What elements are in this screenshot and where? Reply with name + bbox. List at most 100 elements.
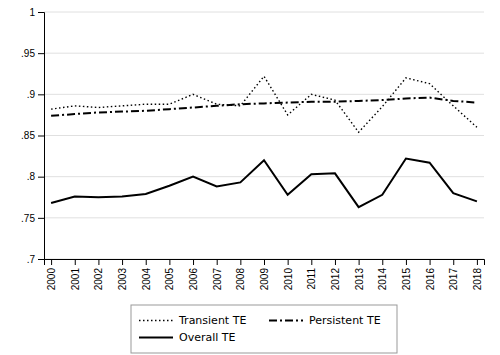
x-tick-label: 2012 bbox=[330, 268, 341, 291]
x-tick-label: 2000 bbox=[46, 268, 57, 291]
legend-label: Overall TE bbox=[179, 331, 236, 344]
x-tick-mark bbox=[51, 259, 52, 265]
x-tick-mark bbox=[335, 259, 336, 265]
x-tick-mark bbox=[359, 259, 360, 265]
y-tick: .75 bbox=[21, 213, 44, 224]
x-tick-label: 2003 bbox=[117, 268, 128, 291]
x-tick-label: 2015 bbox=[401, 268, 412, 291]
y-axis: .7 .75 .8 .85 .9 .95 1 bbox=[21, 7, 44, 265]
y-tick-mark bbox=[38, 177, 44, 178]
grid-line bbox=[44, 217, 484, 218]
x-tick-mark bbox=[288, 259, 289, 265]
x-tick-label: 2005 bbox=[164, 268, 175, 291]
grid-line bbox=[44, 135, 484, 136]
x-tick-mark bbox=[264, 259, 265, 265]
x-tick-label: 2008 bbox=[235, 268, 246, 291]
x-tick-mark bbox=[98, 259, 99, 265]
x-tick-mark bbox=[477, 259, 478, 265]
y-tick-mark bbox=[38, 94, 44, 95]
legend-label: Persistent TE bbox=[309, 314, 381, 327]
legend-item: Overall TE bbox=[139, 331, 236, 344]
x-tick-mark bbox=[122, 259, 123, 265]
x-tick-mark bbox=[169, 259, 170, 265]
x-tick-mark bbox=[146, 259, 147, 265]
legend: Transient TE Persistent TE Overall TE bbox=[131, 305, 397, 353]
y-tick-label: .85 bbox=[21, 130, 35, 141]
legend-box bbox=[131, 305, 397, 353]
chart: 2000 2001 2002 2003 2004 2005 2006 2007 2008 2009… bbox=[0, 0, 500, 355]
x-tick: 2001 bbox=[70, 259, 81, 290]
y-tick: .8 bbox=[27, 171, 44, 182]
x-tick-label: 2002 bbox=[93, 268, 104, 291]
x-tick: 2010 bbox=[283, 259, 294, 290]
x-tick: 2006 bbox=[188, 259, 199, 290]
series-line bbox=[51, 76, 477, 132]
x-tick-mark bbox=[217, 259, 218, 265]
plot: 2000 2001 2002 2003 2004 2005 2006 2007 2008 2009… bbox=[21, 7, 484, 291]
x-tick-mark bbox=[311, 259, 312, 265]
legend-item: Persistent TE bbox=[269, 314, 381, 327]
x-tick: 2016 bbox=[425, 259, 436, 290]
x-tick: 2013 bbox=[354, 259, 365, 290]
x-axis: 2000 2001 2002 2003 2004 2005 2006 2007 2008 2009… bbox=[45, 259, 485, 290]
legend-item: Transient TE bbox=[139, 314, 246, 327]
x-tick: 2003 bbox=[117, 259, 128, 290]
y-tick: .7 bbox=[27, 254, 44, 265]
x-tick-label: 2017 bbox=[448, 268, 459, 291]
grid bbox=[44, 12, 484, 259]
x-tick-mark bbox=[406, 259, 407, 265]
x-tick: 2017 bbox=[448, 259, 459, 290]
y-axis-line bbox=[38, 13, 45, 260]
x-tick-mark bbox=[240, 259, 241, 265]
legend-swatch bbox=[269, 320, 303, 322]
x-axis-line bbox=[45, 260, 485, 266]
y-tick-mark bbox=[38, 12, 44, 13]
y-tick-mark bbox=[38, 218, 44, 219]
x-tick-label: 2004 bbox=[141, 268, 152, 291]
legend-label: Transient TE bbox=[178, 314, 246, 327]
grid-line bbox=[44, 12, 484, 13]
x-tick: 2008 bbox=[235, 259, 246, 290]
x-tick: 2015 bbox=[401, 259, 412, 290]
x-tick: 2004 bbox=[141, 259, 152, 290]
y-tick-label: .95 bbox=[21, 48, 35, 59]
lines bbox=[51, 76, 477, 207]
x-tick-label: 2006 bbox=[188, 268, 199, 291]
series-line bbox=[51, 98, 477, 116]
x-tick: 2002 bbox=[93, 259, 104, 290]
x-tick-label: 2001 bbox=[70, 268, 81, 291]
y-tick: .95 bbox=[21, 48, 44, 59]
x-tick-label: 2016 bbox=[425, 268, 436, 291]
x-tick-mark bbox=[453, 259, 454, 265]
x-tick-mark bbox=[382, 259, 383, 265]
x-tick: 2007 bbox=[212, 259, 223, 290]
grid-line bbox=[44, 176, 484, 177]
legend-swatch bbox=[139, 337, 173, 339]
grid-line bbox=[44, 53, 484, 54]
y-tick-label: .7 bbox=[27, 254, 36, 265]
x-tick: 2012 bbox=[330, 259, 341, 290]
x-tick: 2009 bbox=[259, 259, 270, 290]
y-tick-mark bbox=[38, 259, 44, 260]
x-tick-label: 2011 bbox=[306, 268, 317, 290]
x-tick-label: 2018 bbox=[472, 268, 483, 291]
legend-swatch bbox=[139, 320, 173, 321]
x-tick-mark bbox=[193, 259, 194, 265]
x-tick: 2018 bbox=[472, 259, 483, 290]
y-tick: .85 bbox=[21, 130, 44, 141]
x-tick: 2005 bbox=[164, 259, 175, 290]
x-tick-mark bbox=[75, 259, 76, 265]
series-line bbox=[51, 159, 477, 208]
y-tick: 1 bbox=[29, 7, 44, 18]
y-tick-mark bbox=[38, 136, 44, 137]
x-tick: 2011 bbox=[306, 259, 317, 290]
y-tick: .9 bbox=[27, 89, 44, 100]
y-tick-mark bbox=[38, 53, 44, 54]
x-tick-label: 2007 bbox=[212, 268, 223, 291]
x-tick: 2000 bbox=[46, 259, 57, 290]
x-tick-mark bbox=[430, 259, 431, 265]
x-tick: 2014 bbox=[377, 259, 388, 290]
grid-line bbox=[44, 94, 484, 95]
y-tick-label: .75 bbox=[21, 213, 35, 224]
x-tick-label: 2013 bbox=[354, 268, 365, 291]
